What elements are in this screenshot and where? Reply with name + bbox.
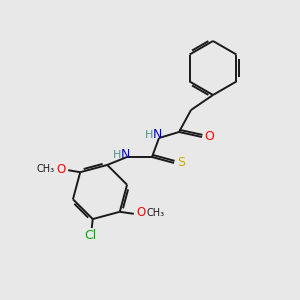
Text: H: H [145,130,153,140]
Text: O: O [204,130,214,142]
Text: Cl: Cl [85,229,97,242]
Text: S: S [177,155,185,169]
Text: CH₃: CH₃ [36,164,54,174]
Text: CH₃: CH₃ [147,208,165,218]
Text: O: O [137,206,146,219]
Text: N: N [120,148,130,161]
Text: H: H [113,150,121,160]
Text: N: N [152,128,162,142]
Text: O: O [56,163,65,176]
